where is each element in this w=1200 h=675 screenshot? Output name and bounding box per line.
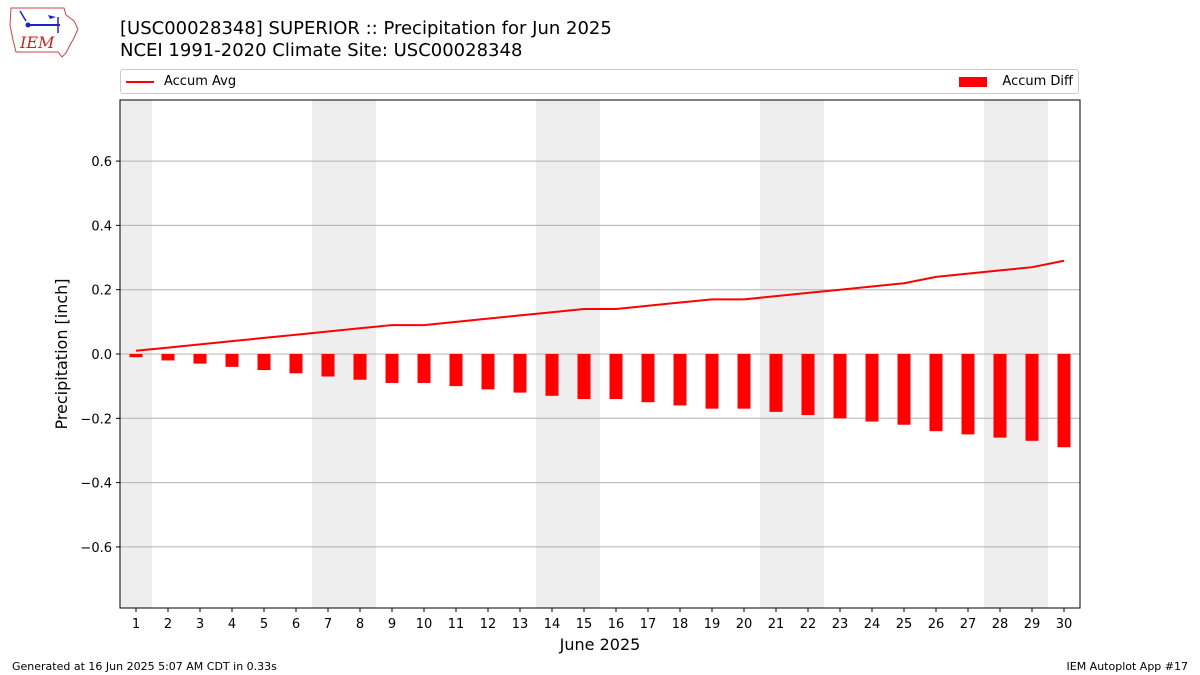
x-tick-label: 21 (768, 617, 785, 632)
accum-diff-bar-day-7 (321, 354, 335, 377)
y-tick-label: 0.2 (91, 284, 112, 299)
x-tick-label: 20 (736, 617, 753, 632)
x-tick-label: 15 (576, 617, 593, 632)
legend: Accum Avg Accum Diff (120, 69, 1079, 94)
accum-diff-bar-day-23 (833, 354, 847, 419)
x-tick-label: 4 (228, 617, 236, 632)
y-tick-label: −0.2 (80, 412, 112, 427)
legend-bar-swatch (959, 77, 987, 87)
y-axis-label: Precipitation [inch] (52, 278, 71, 429)
accum-diff-bar-day-28 (993, 354, 1007, 438)
accum-diff-bar-day-14 (545, 354, 559, 396)
x-axis-label: June 2025 (559, 635, 641, 654)
accum-diff-bar-day-25 (897, 354, 911, 425)
y-tick-label: −0.6 (80, 541, 112, 556)
iem-logo: IEM (9, 7, 79, 58)
accum-diff-bar-day-13 (513, 354, 527, 393)
x-tick-label: 28 (992, 617, 1009, 632)
accum-diff-bar-day-21 (769, 354, 783, 412)
y-tick-label: 0.0 (91, 348, 112, 363)
accum-diff-bar-day-12 (481, 354, 495, 390)
accum-diff-bar-day-11 (449, 354, 463, 387)
x-tick-label: 24 (864, 617, 881, 632)
accum-diff-bar-day-27 (961, 354, 975, 435)
accum-diff-bar-day-15 (577, 354, 591, 400)
x-tick-label: 26 (928, 617, 945, 632)
x-tick-label: 9 (388, 617, 396, 632)
accum-diff-bar-day-8 (353, 354, 367, 380)
x-tick-label: 18 (672, 617, 689, 632)
x-tick-label: 10 (416, 617, 433, 632)
accum-diff-bar-day-9 (385, 354, 399, 383)
x-tick-label: 19 (704, 617, 721, 632)
app-credit: IEM Autoplot App #17 (1066, 660, 1189, 673)
accum-diff-bar-day-30 (1057, 354, 1071, 448)
accum-diff-bar-day-17 (641, 354, 655, 403)
x-tick-label: 17 (640, 617, 657, 632)
accum-diff-bar-day-19 (705, 354, 719, 409)
generated-timestamp: Generated at 16 Jun 2025 5:07 AM CDT in … (12, 660, 277, 673)
x-tick-label: 25 (896, 617, 913, 632)
y-tick-label: 0.4 (91, 219, 112, 234)
legend-line-swatch (126, 81, 154, 83)
x-tick-label: 16 (608, 617, 625, 632)
accum-diff-bar-day-10 (417, 354, 431, 383)
x-tick-label: 1 (132, 617, 140, 632)
x-tick-label: 23 (832, 617, 849, 632)
x-tick-label: 29 (1024, 617, 1041, 632)
chart-title: [USC00028348] SUPERIOR :: Precipitation … (120, 18, 612, 39)
x-tick-label: 22 (800, 617, 817, 632)
x-tick-label: 7 (324, 617, 332, 632)
plot-frame (119, 99, 1081, 609)
x-tick-label: 8 (356, 617, 364, 632)
chart-subtitle: NCEI 1991-2020 Climate Site: USC00028348 (120, 40, 523, 61)
x-tick-label: 2 (164, 617, 172, 632)
x-tick-label: 3 (196, 617, 204, 632)
x-tick-label: 5 (260, 617, 268, 632)
accum-avg-line (135, 259, 1065, 352)
y-tick-label: −0.4 (80, 477, 112, 492)
accum-diff-bar-day-16 (609, 354, 623, 400)
accum-diff-bar-day-22 (801, 354, 815, 416)
accum-diff-bar-day-18 (673, 354, 687, 406)
accum-diff-bar-day-24 (865, 354, 879, 422)
x-tick-label: 14 (544, 617, 561, 632)
accum-diff-bar-day-29 (1025, 354, 1039, 441)
x-tick-label: 13 (512, 617, 529, 632)
logo-text: IEM (19, 33, 55, 52)
accum-diff-bar-day-1 (129, 354, 143, 358)
accum-diff-bar-day-3 (193, 354, 207, 364)
accum-diff-bar-day-5 (257, 354, 271, 371)
legend-bar-label: Accum Diff (1002, 74, 1073, 89)
x-tick-label: 11 (448, 617, 465, 632)
x-tick-label: 6 (292, 617, 300, 632)
x-tick-label: 27 (960, 617, 977, 632)
accum-diff-bar-day-20 (737, 354, 751, 409)
accum-diff-bar-day-6 (289, 354, 303, 374)
accum-diff-bar-day-2 (161, 354, 175, 361)
y-tick-label: 0.6 (91, 155, 112, 170)
legend-line-label: Accum Avg (164, 74, 237, 89)
accum-diff-bar-day-26 (929, 354, 943, 432)
x-tick-label: 30 (1056, 617, 1073, 632)
x-tick-label: 12 (480, 617, 497, 632)
accum-diff-bar-day-4 (225, 354, 239, 367)
